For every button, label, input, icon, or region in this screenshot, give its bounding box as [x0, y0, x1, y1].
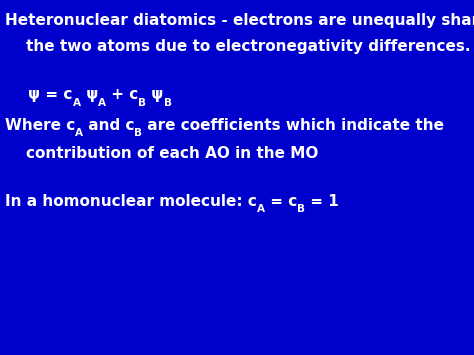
Text: In a homonuclear molecule: c: In a homonuclear molecule: c	[5, 194, 256, 209]
Text: the two atoms due to electronegativity differences.: the two atoms due to electronegativity d…	[26, 39, 471, 54]
Text: = c: = c	[264, 194, 297, 209]
Text: Where c: Where c	[5, 118, 75, 132]
Text: B: B	[135, 128, 143, 138]
Text: ψ: ψ	[81, 87, 98, 102]
Text: contribution of each AO in the MO: contribution of each AO in the MO	[26, 146, 319, 161]
Text: and c: and c	[83, 118, 135, 132]
Text: A: A	[98, 98, 106, 108]
Text: = 1: = 1	[305, 194, 338, 209]
Text: + c: + c	[106, 87, 138, 102]
Text: Heteronuclear diatomics - electrons are unequally shared by: Heteronuclear diatomics - electrons are …	[5, 13, 474, 28]
Text: ψ = c: ψ = c	[28, 87, 73, 102]
Text: B: B	[297, 204, 305, 214]
Text: ψ: ψ	[146, 87, 164, 102]
Text: A: A	[73, 98, 81, 108]
Text: B: B	[164, 98, 172, 108]
Text: B: B	[138, 98, 146, 108]
Text: are coefficients which indicate the: are coefficients which indicate the	[143, 118, 445, 132]
Text: A: A	[75, 128, 83, 138]
Text: A: A	[256, 204, 264, 214]
